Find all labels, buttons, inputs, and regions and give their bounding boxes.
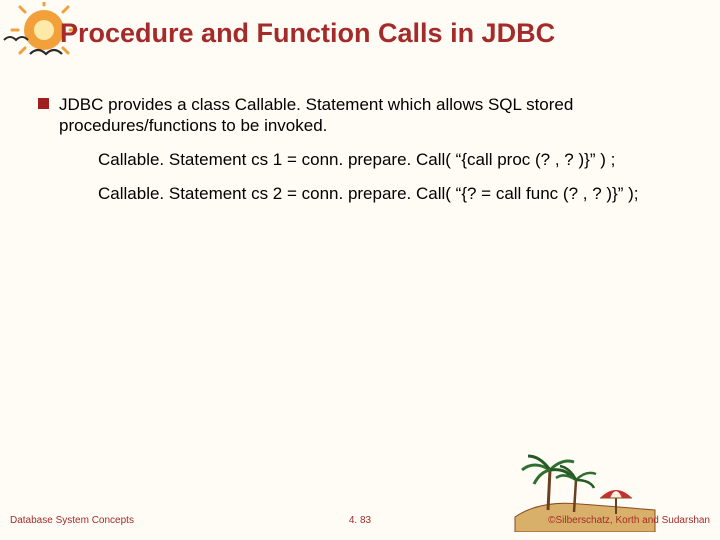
bullet-item: JDBC provides a class Callable. Statemen…	[38, 94, 690, 137]
code-line-1: Callable. Statement cs 1 = conn. prepare…	[98, 149, 690, 171]
footer-left: Database System Concepts	[10, 515, 134, 526]
bullet-marker	[38, 98, 49, 109]
code-line-2: Callable. Statement cs 2 = conn. prepare…	[98, 183, 690, 205]
footer-right: ©Silberschatz, Korth and Sudarshan	[548, 515, 710, 526]
slide-title: Procedure and Function Calls in JDBC	[60, 18, 555, 49]
slide: Procedure and Function Calls in JDBC JDB…	[0, 0, 720, 540]
bullet-text: JDBC provides a class Callable. Statemen…	[59, 94, 690, 137]
content-area: JDBC provides a class Callable. Statemen…	[38, 94, 690, 205]
footer-center: 4. 83	[349, 515, 371, 526]
